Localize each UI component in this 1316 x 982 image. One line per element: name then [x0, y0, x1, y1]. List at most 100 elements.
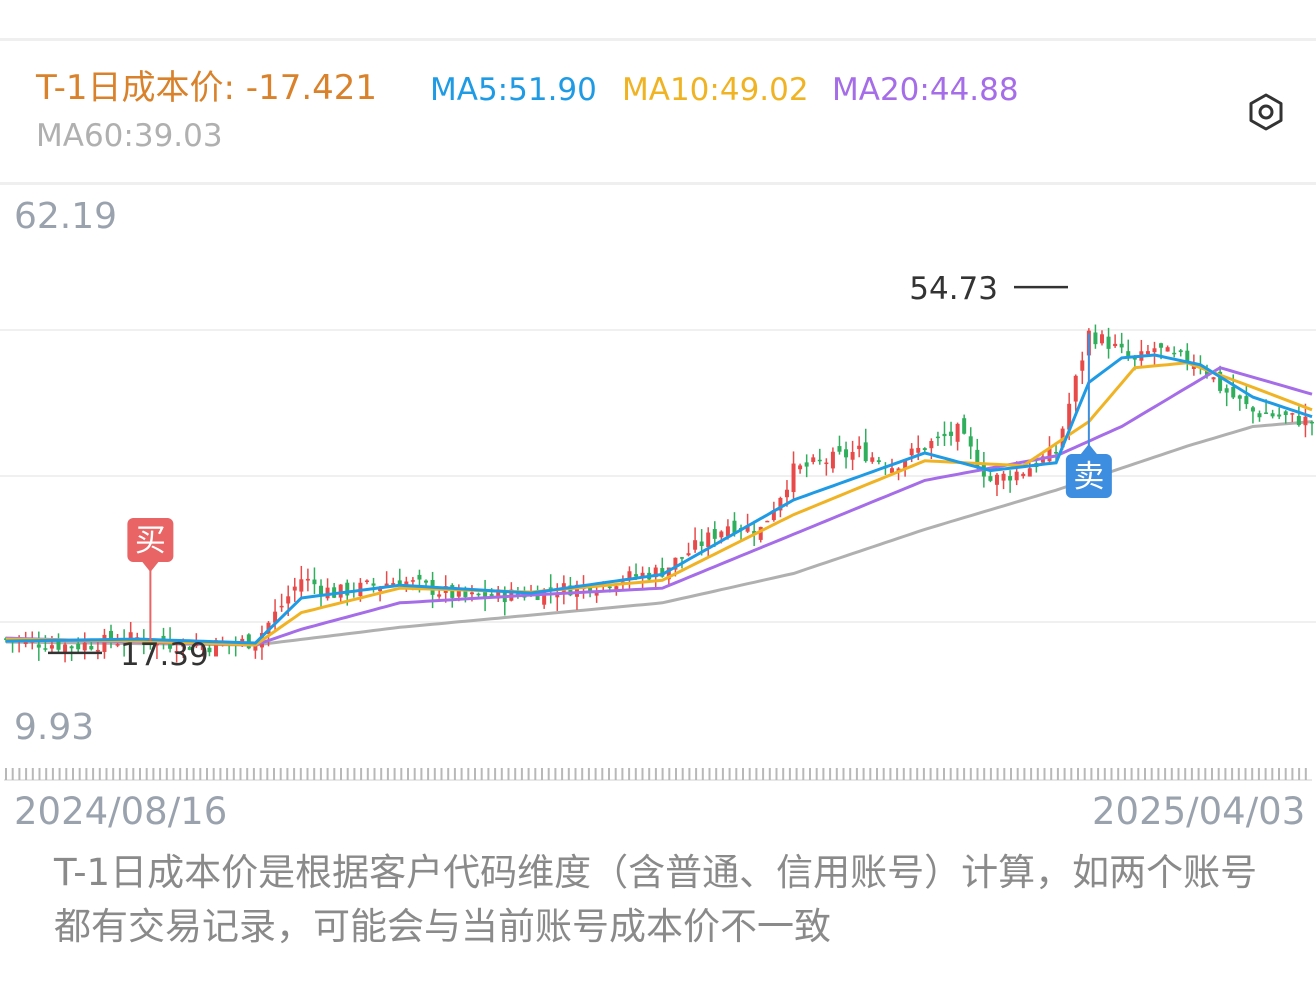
- candle: [371, 577, 376, 593]
- buy-marker: 买: [127, 518, 174, 642]
- candle: [319, 579, 324, 608]
- y-axis-top-label: 62.19: [14, 196, 118, 237]
- candle: [745, 513, 750, 534]
- candle: [817, 448, 822, 465]
- candle: [476, 592, 481, 598]
- candle: [1001, 471, 1006, 490]
- candle: [109, 624, 114, 649]
- candle: [187, 645, 192, 651]
- candle: [876, 456, 881, 465]
- sell-marker-label: 卖: [1073, 459, 1104, 495]
- candle: [332, 582, 337, 599]
- legend-ma20: MA20:44.88: [832, 72, 1019, 108]
- candle: [1021, 472, 1026, 479]
- candle: [483, 579, 488, 612]
- ma5-line: [5, 353, 1313, 645]
- ma60-line: [5, 420, 1313, 647]
- candle: [82, 632, 87, 660]
- candle: [791, 451, 796, 502]
- candle: [1139, 339, 1144, 367]
- candle: [811, 454, 816, 465]
- legend-ma5: MA5:51.90: [430, 72, 597, 108]
- candle: [850, 440, 855, 471]
- x-axis-end-label: 2025/04/03: [1092, 790, 1306, 833]
- candle: [246, 633, 251, 650]
- candle: [36, 631, 41, 661]
- y-axis-bottom-label: 9.93: [14, 707, 95, 748]
- candle: [1185, 343, 1190, 371]
- candle: [863, 428, 868, 463]
- candle: [955, 422, 960, 451]
- candle: [1099, 330, 1104, 346]
- candle: [1270, 409, 1275, 419]
- candle: [824, 458, 829, 476]
- sell-marker: 卖: [1065, 333, 1112, 498]
- candle: [174, 641, 179, 663]
- candle: [962, 414, 967, 435]
- ma10-line: [5, 361, 1313, 647]
- candle: [1237, 394, 1242, 411]
- candle: [798, 463, 803, 474]
- legend-ma60: MA60:39.03: [36, 118, 223, 154]
- legend-divider: [0, 182, 1316, 185]
- candle: [1080, 351, 1085, 385]
- candle: [949, 421, 954, 446]
- candle: [1244, 383, 1249, 409]
- candle: [830, 447, 835, 473]
- candle: [922, 447, 927, 452]
- candle: [1152, 341, 1157, 366]
- candle: [305, 568, 310, 592]
- candlestick-chart: 54.73 17.39 买 卖: [0, 271, 1316, 781]
- candle: [1277, 407, 1282, 420]
- candle: [207, 644, 212, 657]
- candle: [292, 577, 297, 602]
- candle: [1119, 332, 1124, 354]
- candle: [837, 435, 842, 455]
- candle: [804, 454, 809, 478]
- candle: [1172, 346, 1177, 358]
- candle: [968, 427, 973, 460]
- candle: [1106, 327, 1111, 359]
- candle: [424, 579, 429, 586]
- candle: [739, 524, 744, 541]
- candle: [102, 628, 107, 659]
- candle: [1303, 403, 1308, 438]
- candle: [299, 565, 304, 600]
- candle: [1093, 324, 1098, 349]
- buy-marker-label: 买: [135, 523, 166, 559]
- legend-cost-price: T-1日成本价: -17.421: [36, 68, 378, 108]
- candle: [935, 431, 940, 446]
- candle: [397, 568, 402, 587]
- candle: [889, 458, 894, 476]
- candle: [712, 521, 717, 547]
- candle: [870, 452, 875, 464]
- low-price-label: 17.39: [120, 637, 209, 673]
- candle: [253, 645, 258, 659]
- candle: [325, 578, 330, 601]
- candle: [384, 571, 389, 588]
- candle: [1211, 376, 1216, 383]
- candle: [128, 621, 133, 648]
- x-axis-start-label: 2024/08/16: [14, 790, 228, 833]
- high-price-label: 54.73: [909, 271, 998, 307]
- candle: [1257, 410, 1262, 422]
- candle: [758, 526, 763, 543]
- candle: [1054, 444, 1059, 462]
- candle: [95, 640, 100, 660]
- gear-icon[interactable]: [1246, 92, 1286, 132]
- candle: [994, 472, 999, 497]
- candle: [1008, 470, 1013, 493]
- candle: [1283, 410, 1288, 424]
- candle: [1310, 420, 1314, 436]
- candle: [1250, 405, 1255, 424]
- candle: [857, 436, 862, 458]
- candle: [1165, 345, 1170, 352]
- candle: [1224, 384, 1229, 407]
- candle: [942, 421, 947, 446]
- legend-ma10: MA10:49.02: [622, 72, 809, 108]
- candle: [844, 441, 849, 469]
- candle: [555, 583, 560, 611]
- candle: [1178, 349, 1183, 357]
- candle: [279, 593, 284, 612]
- candle: [686, 542, 691, 557]
